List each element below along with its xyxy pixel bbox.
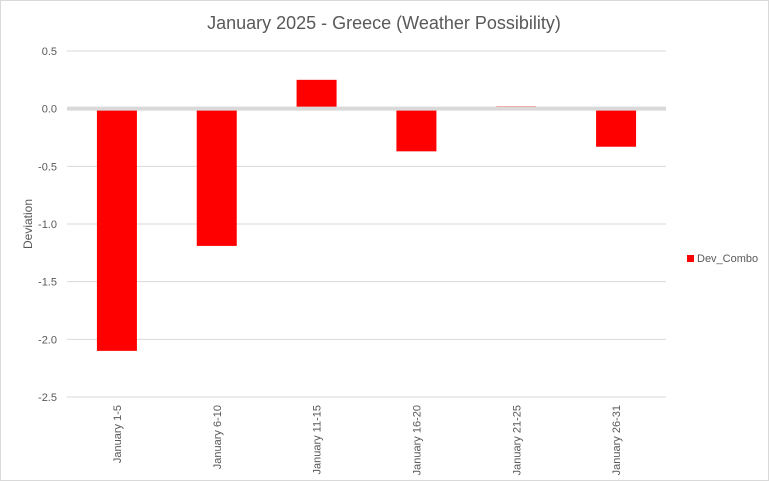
y-axis-title: Deviation xyxy=(21,199,35,249)
x-tick-label: January 21-25 xyxy=(511,405,523,475)
y-tick-label: 0.5 xyxy=(42,46,57,58)
bar xyxy=(296,79,337,109)
bars xyxy=(96,79,637,351)
bar xyxy=(96,108,137,351)
y-tick-label: -0.5 xyxy=(38,161,57,173)
bar xyxy=(396,108,437,152)
y-tick-label: -2.0 xyxy=(38,334,57,346)
y-axis-ticks: 0.5 0.0 -0.5 -1.0 -1.5 -2.0 -2.5 xyxy=(38,46,57,404)
bar xyxy=(596,108,637,147)
x-tick-label: January 11-15 xyxy=(312,405,324,475)
y-tick-label: -1.0 xyxy=(38,219,57,231)
y-tick-label: -1.5 xyxy=(38,277,57,289)
y-tick-label: 0.0 xyxy=(42,104,57,116)
x-axis-ticks: January 1-5 January 6-10 January 11-15 Janu… xyxy=(112,405,623,475)
legend-label: Dev_Combo xyxy=(697,253,758,265)
x-tick-label: January 26-31 xyxy=(611,405,623,475)
x-tick-label: January 16-20 xyxy=(411,405,423,475)
bar xyxy=(196,108,237,246)
x-tick-label: January 6-10 xyxy=(212,405,224,469)
legend-swatch xyxy=(687,255,694,262)
chart-title: January 2025 - Greece (Weather Possibili… xyxy=(207,13,561,33)
y-tick-label: -2.5 xyxy=(38,392,57,404)
legend: Dev_Combo xyxy=(687,253,758,265)
x-tick-label: January 1-5 xyxy=(112,405,124,463)
gridlines xyxy=(67,50,666,398)
